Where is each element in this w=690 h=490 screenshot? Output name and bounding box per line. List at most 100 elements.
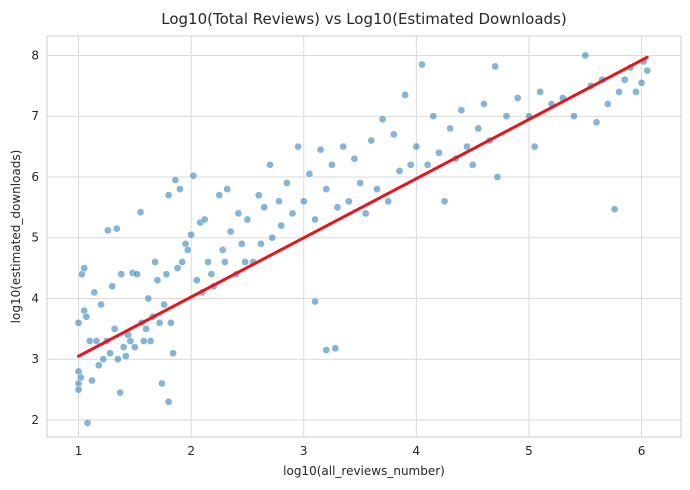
scatter-point — [178, 258, 186, 266]
chart-title: Log10(Total Reviews) vs Log10(Estimated … — [161, 10, 566, 28]
scatter-point — [164, 191, 173, 200]
scatter-point — [423, 160, 432, 169]
scatter-point — [350, 154, 359, 163]
scatter-point — [288, 209, 297, 218]
x-tick-label: 3 — [300, 444, 308, 458]
scatter-point — [412, 142, 421, 151]
grid — [47, 36, 681, 437]
scatter-point — [133, 270, 141, 279]
scatter-point — [76, 373, 85, 382]
scatter-point — [94, 361, 103, 370]
scatter-point — [176, 185, 184, 193]
scatter-point — [146, 337, 155, 345]
scatter-point — [620, 75, 629, 84]
scatter-point — [361, 209, 370, 218]
scatter-point — [234, 209, 243, 218]
scatter-point — [108, 282, 117, 291]
y-tick-label: 6 — [31, 170, 39, 184]
scatter-point — [530, 142, 539, 151]
scatter-point — [260, 203, 269, 212]
x-axis-label: log10(all_reviews_number) — [283, 464, 445, 478]
x-axis-ticks: 1 2 3 4 5 6 — [75, 444, 646, 458]
scatter-point — [117, 270, 126, 279]
scatter-point — [155, 318, 164, 327]
scatter-point — [103, 226, 112, 235]
scatter-point — [237, 239, 246, 248]
scatter-point — [493, 173, 502, 181]
scatter-point — [200, 215, 209, 224]
scatter-point — [183, 246, 192, 254]
scatter-point — [322, 346, 331, 354]
scatter-point — [311, 297, 319, 306]
scatter-point — [116, 388, 125, 397]
scatter-point — [389, 130, 398, 139]
scatter-point — [581, 51, 590, 60]
scatter-point — [139, 337, 148, 345]
scatter-point — [257, 239, 265, 248]
scatter-point — [395, 167, 404, 175]
scatter-point — [463, 142, 471, 151]
scatter-point — [283, 179, 291, 187]
x-tick-label: 1 — [75, 444, 83, 458]
fit-line-group — [77, 55, 649, 358]
scatter-point — [418, 60, 426, 69]
x-tick-label: 4 — [413, 444, 421, 458]
scatter-point — [333, 203, 342, 212]
scatter-point — [305, 170, 314, 178]
regression-line — [77, 55, 649, 358]
scatter-point — [83, 419, 92, 427]
scatter-point — [110, 325, 119, 333]
scatter-point — [446, 124, 454, 133]
scatter-point — [632, 88, 640, 96]
scatter-point — [167, 318, 175, 327]
scatter-point — [378, 115, 387, 124]
scatter-point — [218, 246, 227, 254]
scatter-point — [171, 176, 180, 184]
scatter-point — [643, 66, 652, 75]
scatter-point — [189, 171, 198, 180]
scatter-point — [158, 379, 166, 388]
plot-frame — [46, 35, 682, 438]
scatter-point — [112, 224, 121, 233]
scatter-point — [97, 300, 105, 309]
scatter-point — [221, 258, 229, 266]
scatter-point — [331, 344, 340, 353]
scatter-point — [277, 221, 286, 230]
scatter-point — [215, 191, 224, 200]
scatter-point — [536, 88, 545, 96]
scatter-point — [164, 397, 173, 406]
scatter-point — [119, 343, 128, 351]
y-tick-label: 7 — [31, 109, 39, 123]
scatter-point — [80, 264, 89, 272]
scatter-point — [136, 208, 145, 217]
x-tick-label: 5 — [525, 444, 533, 458]
scatter-point — [153, 276, 162, 285]
scatter-point — [356, 179, 364, 187]
scatter-point — [99, 355, 108, 364]
scatter-point — [268, 233, 277, 242]
scatter-point — [294, 142, 302, 151]
scatter-point — [169, 349, 177, 358]
scatter-point — [266, 160, 274, 169]
scatter-point — [162, 270, 171, 279]
scatter-point — [92, 337, 101, 345]
scatter-point — [373, 185, 381, 193]
y-axis-ticks: 2 3 4 5 6 7 8 — [31, 48, 39, 427]
scatter-point — [74, 385, 83, 394]
scatter-point — [275, 197, 283, 206]
y-tick-label: 2 — [31, 413, 39, 427]
scatter-point — [243, 215, 252, 224]
scatter-point — [226, 227, 235, 236]
scatter-point — [142, 325, 150, 333]
scatter-point — [440, 197, 449, 206]
scatter-point — [160, 300, 168, 309]
scatter-point — [615, 88, 623, 96]
scatter-point — [204, 258, 212, 266]
scatter-point — [254, 191, 263, 200]
scatter-point — [299, 197, 308, 206]
y-tick-label: 8 — [31, 48, 39, 62]
scatter-point — [144, 294, 153, 303]
x-tick-label: 6 — [638, 444, 646, 458]
scatter-point — [85, 337, 94, 345]
